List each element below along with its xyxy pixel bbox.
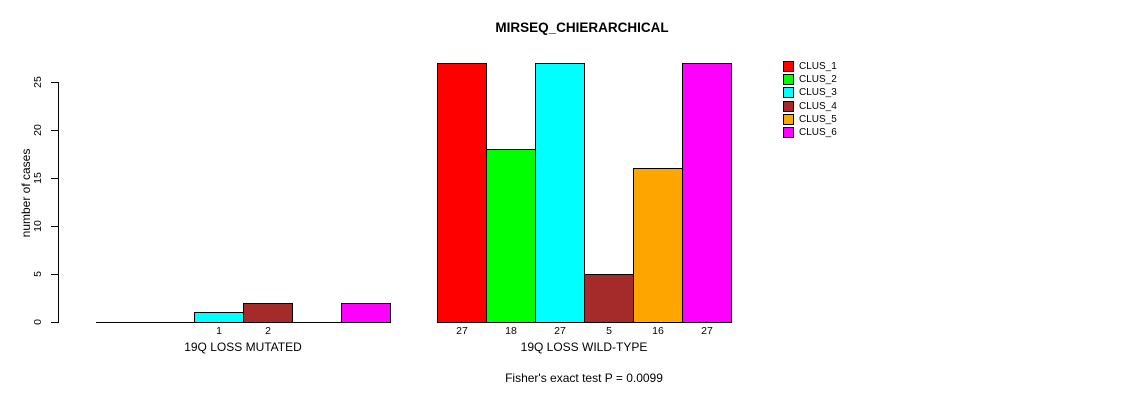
y-tick-mark-25	[51, 82, 59, 83]
legend-label-clus-2: CLUS_2	[799, 74, 837, 86]
legend-swatch-clus-1	[783, 61, 794, 72]
bar-clus_6-group1	[341, 303, 391, 323]
group-label-wild-type: 19Q LOSS WILD-TYPE	[520, 340, 648, 354]
y-tick-mark-0	[51, 322, 59, 323]
y-tick-label-20: 20	[32, 124, 44, 136]
y-tick-mark-15	[51, 178, 59, 179]
legend-item-clus-4: CLUS_4	[783, 100, 837, 112]
legend-label-clus-1: CLUS_1	[799, 61, 837, 72]
legend-item-clus-3: CLUS_3	[783, 87, 837, 99]
bar-clus_4-group2	[584, 274, 634, 323]
legend-swatch-clus-2	[783, 74, 794, 86]
chart-title: MIRSEQ_CHIERARCHICAL	[495, 20, 669, 35]
y-tick-mark-5	[51, 274, 59, 275]
fisher-test-annotation: Fisher's exact test P = 0.0099	[505, 371, 663, 385]
legend-item-clus-2: CLUS_2	[783, 74, 837, 86]
y-tick-label-15: 15	[32, 172, 44, 184]
y-tick-label-25: 25	[32, 76, 44, 88]
bar-clus_5-group2	[633, 168, 683, 323]
legend-swatch-clus-6	[783, 126, 794, 138]
bar-value-label-clus_2-group2: 18	[505, 325, 517, 337]
legend-label-clus-4: CLUS_4	[799, 100, 837, 112]
bar-value-label-clus_4-group2: 5	[606, 325, 612, 337]
bar-value-label-clus_3-group2: 27	[554, 325, 566, 337]
bar-clus_2-group2	[486, 149, 536, 323]
y-tick-mark-10	[51, 226, 59, 227]
legend-item-clus-5: CLUS_5	[783, 113, 837, 125]
legend-label-clus-6: CLUS_6	[799, 126, 837, 138]
legend-item-clus-1: CLUS_1	[783, 61, 837, 72]
legend-label-clus-3: CLUS_3	[799, 87, 837, 99]
legend: CLUS_1 CLUS_2 CLUS_3 CLUS_4 CLUS_5 CLUS_…	[783, 61, 837, 140]
bar-clus_6-group2	[682, 63, 732, 323]
legend-swatch-clus-4	[783, 100, 794, 112]
legend-label-clus-5: CLUS_5	[799, 113, 837, 125]
bar-clus_3-group1	[194, 312, 244, 323]
bar-clus_1-group2	[437, 63, 487, 323]
legend-item-clus-6: CLUS_6	[783, 126, 837, 138]
y-axis-label: number of cases	[19, 148, 33, 238]
bar-value-label-clus_3-group1: 1	[216, 325, 222, 337]
legend-swatch-clus-3	[783, 87, 794, 99]
y-tick-label-10: 10	[32, 220, 44, 232]
bar-value-label-clus_4-group1: 2	[265, 325, 271, 337]
legend-swatch-clus-5	[783, 113, 794, 125]
bar-clus_4-group1	[243, 303, 293, 323]
y-tick-label-5: 5	[32, 271, 44, 277]
bar-value-label-clus_5-group2: 16	[652, 325, 664, 337]
bar-clus_3-group2	[535, 63, 585, 323]
bar-value-label-clus_6-group2: 27	[701, 325, 713, 337]
y-tick-mark-20	[51, 130, 59, 131]
group-label-mutated: 19Q LOSS MUTATED	[184, 340, 302, 354]
y-axis-line	[58, 82, 59, 323]
bar-value-label-clus_1-group2: 27	[456, 325, 468, 337]
y-tick-label-0: 0	[32, 319, 44, 325]
